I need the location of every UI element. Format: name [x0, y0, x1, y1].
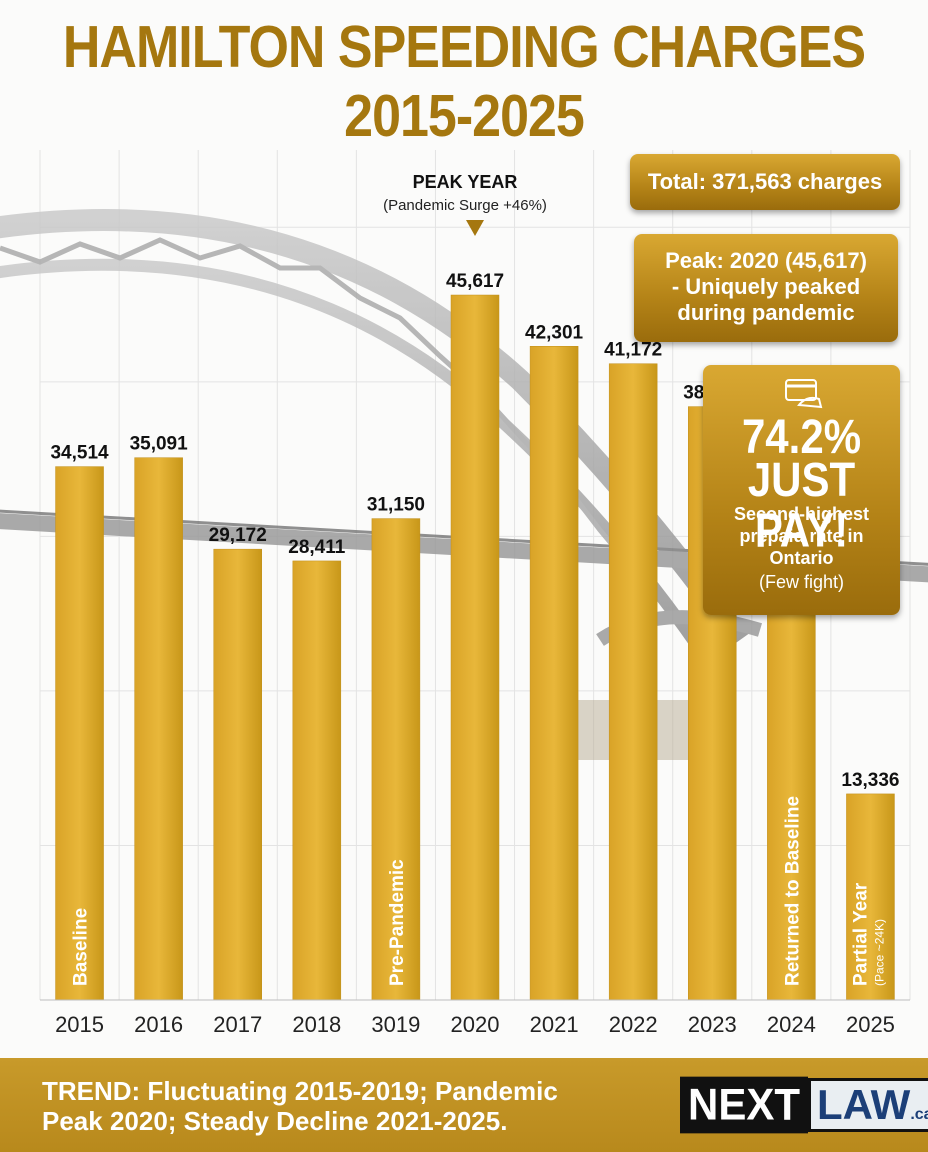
- trend-line-1: TREND: Fluctuating 2015-2019; Pandemic: [42, 1076, 558, 1106]
- logo-next: NEXT: [680, 1076, 809, 1134]
- x-tick-label-3: 2018: [292, 1012, 341, 1037]
- logo-ca: .ca: [910, 1106, 928, 1123]
- data-label-2025: 13,336: [841, 770, 899, 791]
- prepaid-callout: 74.2% JUST PAY! Second-highest prepaid r…: [703, 365, 900, 615]
- data-label-2020: 45,617: [446, 271, 504, 292]
- data-label-3019: 31,150: [367, 495, 425, 516]
- bars: [55, 294, 895, 1001]
- peak-annotation: PEAK YEAR (Pandemic Surge +46%): [383, 172, 547, 236]
- data-label-2018: 28,411: [288, 537, 345, 558]
- in-bar-label: Pre-Pandemic: [387, 859, 408, 986]
- prepaid-sub-line-2: prepaid rate in: [739, 526, 864, 546]
- x-tick-label-1: 2016: [134, 1012, 183, 1037]
- peak-annotation-subtitle: (Pandemic Surge +46%): [383, 197, 547, 214]
- bar-2018: [292, 560, 342, 1001]
- prepaid-note: (Few fight): [758, 572, 845, 592]
- data-label-2015: 34,514: [50, 443, 109, 464]
- x-tick-label-5: 2020: [451, 1012, 500, 1037]
- in-bar-sub-label: (Pace ~24K): [872, 919, 886, 986]
- peak-annotation-title: PEAK YEAR: [413, 172, 518, 192]
- in-bar-label: Baseline: [71, 908, 92, 986]
- x-tick-label-0: 2015: [55, 1012, 104, 1037]
- prepaid-sub-line-3: Ontario: [769, 548, 834, 568]
- x-axis: 2015 2016 2017 2018 3019 2020 2021 2022 2023 2024…: [40, 999, 910, 1037]
- trend-line-2: Peak 2020; Steady Decline 2021-2025.: [42, 1106, 508, 1136]
- bar-2025: [846, 793, 895, 1001]
- bar-2022: [608, 363, 658, 1001]
- data-label-2017: 29,172: [209, 525, 267, 546]
- peak-callout-line-3: during pandemic: [677, 300, 855, 325]
- bar-2015: [55, 466, 104, 1001]
- bar-2016: [134, 457, 183, 1001]
- trend-summary: TREND: Fluctuating 2015-2019; Pandemic P…: [42, 1076, 602, 1136]
- data-label-2022: 41,172: [604, 340, 662, 361]
- logo-law: LAW.ca: [808, 1078, 928, 1132]
- nextlaw-logo: NEXT LAW.ca: [680, 1076, 928, 1134]
- prepaid-headline: JUST PAY!: [747, 452, 856, 557]
- in-bar-label: Returned to Baseline: [782, 796, 803, 986]
- total-callout: Total: 371,563 charges: [630, 154, 900, 210]
- footer-banner: TREND: Fluctuating 2015-2019; Pandemic P…: [0, 1058, 928, 1152]
- prepaid-sub-line-1: Second-highest: [733, 504, 869, 524]
- x-tick-label-8: 2023: [688, 1012, 737, 1037]
- peak-callout-line-2: - Uniquely peaked: [671, 274, 861, 299]
- x-tick-label-9: 2024: [767, 1012, 816, 1037]
- peak-callout: Peak: 2020 (45,617) - Uniquely peaked du…: [634, 234, 898, 342]
- peak-arrow-icon: [466, 220, 484, 236]
- data-label-2021: 42,301: [525, 322, 584, 343]
- x-tick-label-6: 2021: [530, 1012, 579, 1037]
- credit-card-icon: [785, 379, 823, 409]
- page-title: HAMILTON SPEEDING CHARGES 2015-2025: [62, 14, 866, 150]
- x-tick-label-4: 3019: [371, 1012, 420, 1037]
- bar-2021: [529, 346, 579, 1001]
- in-bar-label: Partial Year: [850, 882, 871, 986]
- prepaid-percent: 74.2%: [741, 409, 862, 464]
- logo-law-text: LAW: [817, 1081, 911, 1128]
- x-tick-label-2: 2017: [213, 1012, 262, 1037]
- peak-callout-line-1: Peak: 2020 (45,617): [665, 248, 867, 273]
- bar-2020: [450, 294, 500, 1001]
- x-tick-label-10: 2025: [846, 1012, 895, 1037]
- bar-2017: [213, 548, 262, 1001]
- x-tick-label-7: 2022: [609, 1012, 658, 1037]
- data-label-2016: 35,091: [130, 434, 189, 455]
- bar-3019: [371, 518, 421, 1001]
